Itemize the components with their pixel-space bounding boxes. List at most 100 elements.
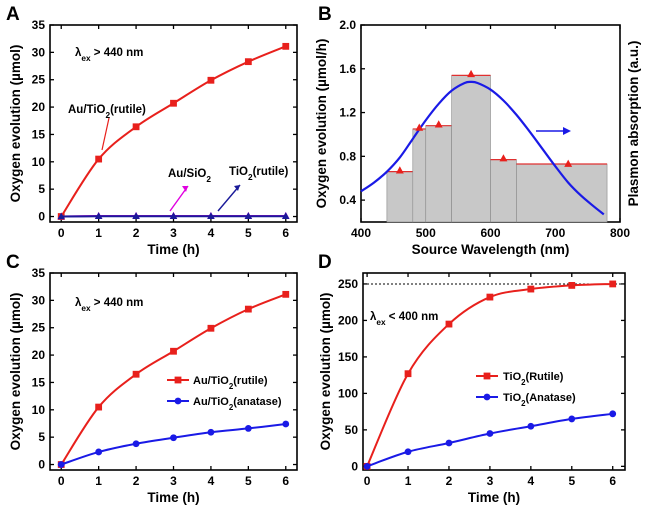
panel-a-pointer-tio2-head — [234, 185, 240, 191]
panel-a-ytick-label: 30 — [32, 45, 46, 59]
panel-c-xtick-label: 5 — [245, 474, 252, 488]
panel-a-label: A — [6, 4, 20, 25]
panel-b-ylabel: Oxygen evolution (µmol/h) — [314, 39, 329, 209]
panel-c-series-0-point — [132, 370, 140, 378]
panel-c-xtick-label: 1 — [95, 474, 102, 488]
panel-a-ytick-label: 5 — [38, 182, 45, 196]
panel-c-xtick-label: 0 — [58, 474, 65, 488]
panel-c-xtick-label: 3 — [170, 474, 177, 488]
panel-c-series-1-point — [132, 440, 140, 448]
panel-d-xtick-label: 0 — [364, 474, 371, 488]
panel-b-arrow-head — [563, 127, 571, 135]
panel-c-series-1-point — [244, 425, 252, 432]
panel-c-xtick-label: 6 — [282, 474, 289, 488]
panel-b-bar — [516, 163, 608, 223]
panel-b-xtick-label: 800 — [610, 226, 630, 240]
panel-c-xtick-label: 4 — [208, 474, 215, 488]
panel-a-ytick-label: 10 — [32, 155, 46, 169]
panel-d-frame — [362, 272, 626, 471]
panel-a-series-2-point — [282, 212, 290, 219]
panel-a-series-0-point — [282, 42, 290, 50]
panel-c-ytick-label: 35 — [32, 266, 46, 280]
panel-c-series-0-point — [244, 305, 252, 313]
panel-b-bar — [425, 125, 452, 223]
panel-b-xlabel: Source Wavelength (nm) — [412, 242, 570, 257]
panel-b-label: B — [318, 4, 332, 25]
panel-a-series-0-point — [170, 99, 177, 107]
panel-c-series-1-point — [170, 434, 177, 442]
panel-c-ytick-label: 15 — [32, 375, 46, 389]
panel-a-xtick-label: 4 — [208, 226, 215, 240]
panel-a-series-0-point — [244, 58, 252, 66]
panel-b-ytick-label: 0.4 — [339, 193, 356, 207]
panel-d-series-1-point — [363, 462, 371, 470]
panel-c-label: C — [6, 252, 20, 273]
panel-b-bar — [412, 128, 427, 223]
panel-c-legend-text-1: Au/TiO2(anatase) — [193, 396, 282, 412]
panel-a-xtick-label: 1 — [95, 226, 102, 240]
panel-a-lambda-annotation: λex > 440 nm — [75, 47, 143, 63]
panel-d-ylabel: Oxygen evolution (µmol) — [318, 293, 333, 451]
panel-b-bar — [490, 159, 517, 223]
panel-c-xlabel: Time (h) — [147, 490, 199, 505]
panel-c-legend-marker-1 — [174, 397, 182, 405]
panel-a-label-tio2: TiO2(rutile) — [229, 166, 289, 182]
panel-d-series-1-point — [609, 410, 617, 418]
panel-a-series-2-point — [244, 212, 253, 219]
panel-a-xtick-label: 5 — [245, 226, 252, 240]
panel-d-series-0-point — [445, 320, 453, 328]
panel-a-pointer-au-tio2 — [101, 117, 110, 151]
panel-d-series-0-point — [609, 280, 617, 288]
panel-a-ylabel: Oxygen evolution (µmol) — [8, 45, 23, 203]
panel-d-legend-marker-1 — [483, 393, 491, 401]
panel-a-series-2-point — [207, 212, 215, 219]
panel-c-series-0-point — [282, 290, 290, 298]
panel-b-rate-point — [434, 120, 443, 128]
panel-a-series-0-line — [60, 45, 287, 218]
panel-d-ytick-label: 50 — [345, 423, 359, 437]
panel-d-legend-marker-0 — [483, 372, 491, 380]
panel-d-xtick-label: 5 — [568, 474, 575, 488]
panel-c-series-0-point — [170, 347, 177, 355]
panel-a-series-0-point — [95, 155, 103, 163]
panel-a-series-0-point — [207, 76, 215, 84]
panel-d-series-1-point — [404, 448, 412, 456]
panel-a-series-2-point — [57, 212, 65, 220]
panel-c-ylabel: Oxygen evolution (µmol) — [8, 293, 23, 451]
panel-b-xtick-label: 500 — [416, 226, 436, 240]
panel-b-rate-point — [467, 69, 476, 78]
panel-c-series-1-point — [57, 461, 65, 468]
panel-d-lambda-annotation: λex < 400 nm — [370, 311, 438, 327]
panel-b-rate-point — [415, 123, 424, 131]
panel-d-xlabel: Time (h) — [468, 490, 520, 505]
panel-a-xtick-label: 2 — [133, 226, 140, 240]
panel-d-series-1-line — [366, 412, 613, 468]
panel-a-series-2-point — [132, 212, 140, 219]
panel-c-series-0-point — [95, 403, 103, 411]
panel-d-series-1-point — [445, 439, 453, 447]
panel-d-series-0-point — [404, 370, 412, 378]
panel-b-bar — [386, 171, 414, 223]
panel-d-series-0-point — [486, 293, 494, 301]
panel-c-ytick-label: 10 — [32, 403, 46, 417]
panel-b-ytick-label: 1.2 — [339, 106, 356, 120]
panel-d-label: D — [318, 252, 332, 273]
panel-c-ytick-label: 20 — [32, 348, 46, 362]
panel-c-legend-marker-0 — [174, 376, 182, 384]
panel-a-series-0-point — [132, 123, 140, 131]
panel-d-xtick-label: 6 — [609, 474, 616, 488]
panel-c-series-1-point — [282, 420, 290, 428]
panel-b-ylabel-right: Plasmon absorption (a.u.) — [626, 41, 641, 207]
panel-d-legend-text-0: TiO2(Rutile) — [503, 371, 564, 387]
panel-d-ytick-label: 100 — [338, 386, 358, 400]
panel-a-label-au-sio2: Au/SiO2 — [168, 168, 211, 184]
panel-b-rate-point — [499, 154, 508, 162]
panel-c-ytick-label: 0 — [38, 458, 45, 472]
panel-d-series-0-point — [527, 285, 535, 293]
panel-a-ytick-label: 35 — [32, 18, 46, 32]
panel-b-xtick-label: 600 — [480, 226, 500, 240]
panel-a-xtick-label: 3 — [170, 226, 177, 240]
panel-b-absorption-curve — [360, 80, 605, 216]
panel-a-pointer-au-sio2-head — [182, 186, 188, 192]
